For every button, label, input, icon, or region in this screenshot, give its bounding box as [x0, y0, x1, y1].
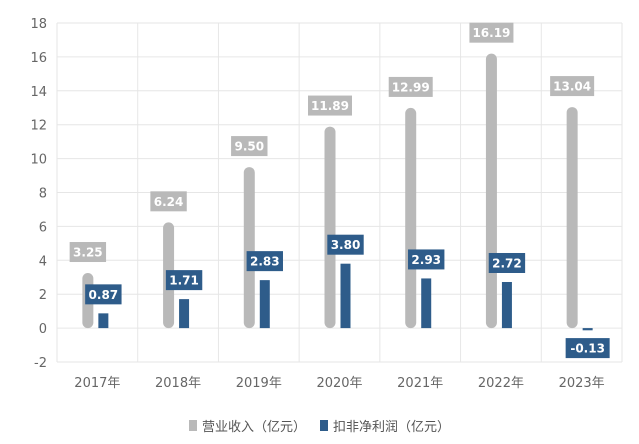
net-profit-bar [98, 313, 109, 329]
revenue-bar [243, 167, 255, 329]
x-axis-ticks: 2017年 2018年 2019年 2020年 2021年 2022年 2023年 [74, 376, 604, 391]
net-profit-bar [259, 280, 270, 329]
revenue-data-label: 3.25 [73, 246, 103, 260]
revenue-data-label-box [231, 136, 268, 157]
y-tick-label: 14 [30, 85, 47, 100]
revenue-data-label: 6.24 [154, 195, 184, 209]
net-profit-data-label-box [85, 284, 122, 305]
revenue-data-label: 9.50 [234, 140, 264, 154]
revenue-bar [485, 53, 497, 329]
revenue-data-label-box [388, 76, 433, 97]
net-profit-data-label: 3.80 [331, 238, 361, 252]
legend-label-net-profit: 扣非净利润（亿元） [333, 419, 451, 435]
net-profit-data-label-box [488, 252, 526, 273]
x-tick-label: 2018年 [155, 376, 201, 391]
revenue-data-label-box [69, 242, 107, 263]
net-profit-data-label: 1.71 [169, 274, 199, 288]
revenue-data-label-box [150, 191, 187, 212]
legend-swatch-revenue [188, 419, 197, 431]
revenue-data-label-box [308, 95, 352, 116]
y-tick-label: 6 [39, 220, 47, 235]
revenue-data-label: 12.99 [392, 80, 430, 94]
y-tick-label: 2 [39, 288, 47, 303]
revenue-data-label-box [469, 22, 514, 43]
net-profit-bar [582, 328, 593, 331]
legend: 营业收入（亿元） 扣非净利润（亿元） [0, 414, 639, 436]
revenue-data-label: 16.19 [472, 26, 510, 40]
revenue-bar [566, 107, 578, 329]
y-tick-label: 10 [30, 153, 47, 168]
net-profit-data-label: 2.93 [411, 253, 441, 267]
legend-swatch-net-profit [320, 419, 328, 431]
x-tick-label: 2023年 [559, 376, 605, 391]
y-tick-label: 0 [39, 322, 47, 337]
x-tick-label: 2022年 [478, 376, 524, 391]
net-profit-data-label: 0.87 [89, 288, 119, 302]
net-profit-data-label-box [565, 338, 610, 359]
y-tick-label: 4 [39, 254, 47, 269]
y-axis-ticks: -2 0 2 4 6 8 10 12 14 16 18 [30, 17, 47, 371]
y-tick-label: 18 [30, 17, 47, 32]
net-profit-bar [179, 299, 190, 329]
net-profit-data-label: 2.72 [492, 256, 522, 270]
net-profit-data-label: 2.83 [250, 255, 280, 269]
y-tick-label: 8 [39, 187, 47, 202]
net-profit-bar [421, 278, 432, 329]
net-profit-data-label-box [165, 270, 203, 291]
net-profit-data-label-box [246, 251, 283, 272]
revenue-bar [405, 107, 417, 329]
net-profit-data-label: -0.13 [570, 342, 605, 356]
revenue-bar [324, 126, 336, 329]
y-tick-label: 12 [30, 119, 47, 134]
gridlines [56, 22, 623, 363]
legend-item-net-profit: 扣非净利润（亿元） [320, 416, 450, 435]
y-tick-label: -2 [34, 356, 47, 371]
x-tick-label: 2021年 [397, 376, 443, 391]
net-profit-bar [501, 281, 512, 329]
legend-item-revenue: 营业收入（亿元） [188, 416, 306, 435]
revenue-data-label-box [550, 76, 595, 97]
legend-label-revenue: 营业收入（亿元） [201, 419, 306, 435]
net-profit-bar [340, 263, 351, 329]
x-tick-label: 2019年 [236, 376, 282, 391]
x-tick-label: 2017年 [74, 376, 120, 391]
y-tick-label: 16 [30, 51, 47, 66]
x-tick-label: 2020年 [316, 376, 362, 391]
data-labels: 3.25 6.24 9.50 11.89 12.99 16.19 13.04 0.87 1.71… [69, 22, 610, 359]
revenue-data-label: 11.89 [311, 99, 349, 113]
net-profit-data-label-box [408, 249, 445, 270]
net-profit-data-label-box [327, 234, 364, 255]
revenue-data-label: 13.04 [553, 80, 591, 94]
